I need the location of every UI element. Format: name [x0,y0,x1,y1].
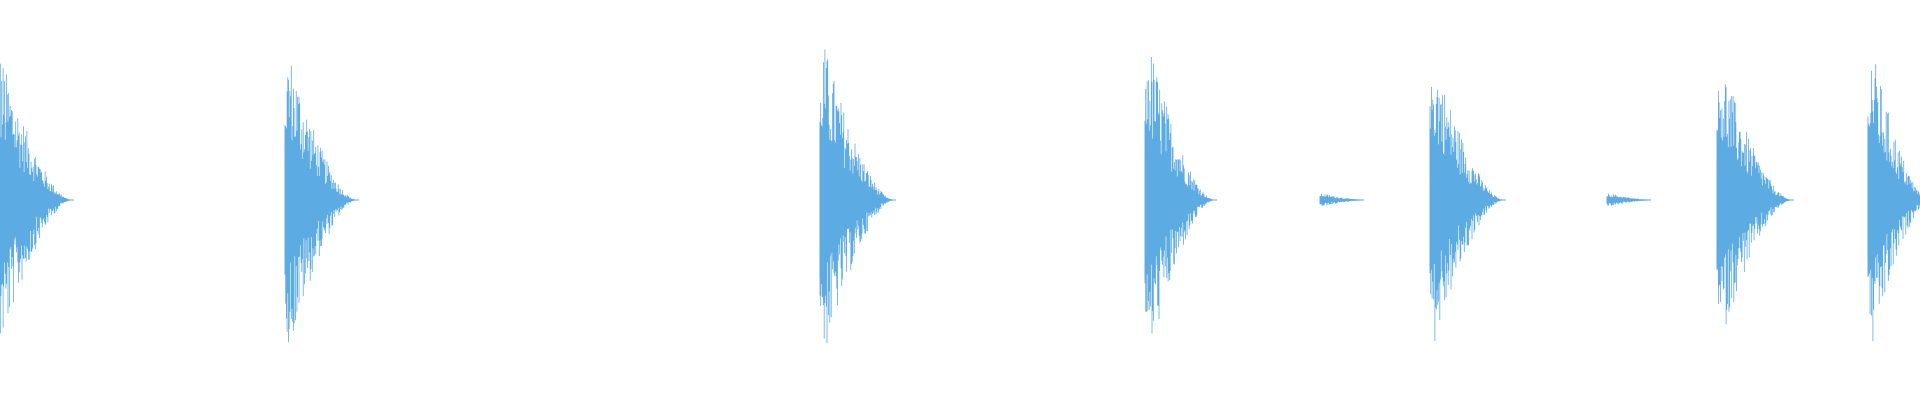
burst [0,63,70,334]
burst [1144,57,1214,334]
burst [1429,86,1502,341]
burst [1716,84,1791,325]
burst [1867,64,1920,342]
burst [284,65,355,343]
burst [819,49,892,344]
